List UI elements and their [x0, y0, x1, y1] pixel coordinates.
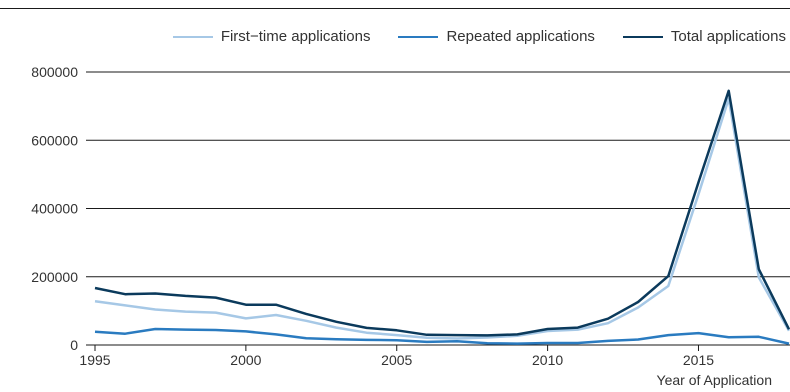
- series-lines: [94, 89, 790, 345]
- legend-label-total: Total applications: [670, 28, 786, 45]
- y-tick-label: 400000: [31, 201, 78, 217]
- x-tick-label: 2010: [532, 352, 563, 368]
- legend-item-repeated: Repeated applications: [398, 28, 595, 45]
- series-line: [94, 97, 790, 340]
- gridlines: [86, 71, 790, 346]
- legend-label-first-time: First−time applications: [220, 28, 371, 45]
- y-tick-label: 200000: [31, 269, 78, 285]
- series-line: [94, 89, 790, 337]
- legend-swatch-repeated: [398, 35, 439, 38]
- x-tick-label: 2015: [683, 352, 714, 368]
- y-tick-label: 0: [70, 337, 78, 353]
- y-tick-label: 600000: [31, 132, 78, 148]
- top-rule: [0, 8, 790, 9]
- x-tick-label: 2000: [230, 352, 261, 368]
- legend: First−time applications Repeated applica…: [172, 28, 786, 45]
- x-axis-title: Year of Application: [657, 372, 772, 388]
- y-axis-ticks: 0 200000 400000 600000 800000: [31, 64, 78, 353]
- y-tick-label: 800000: [31, 64, 78, 80]
- legend-label-repeated: Repeated applications: [446, 28, 595, 45]
- series-line: [94, 327, 790, 345]
- legend-swatch-first-time: [172, 35, 213, 38]
- x-tick-label: 1995: [79, 352, 110, 368]
- x-tick-label: 2005: [381, 352, 412, 368]
- legend-swatch-total: [622, 35, 663, 38]
- x-axis-ticks: 1995 2000 2005 2010 2015: [79, 345, 714, 368]
- legend-item-first-time: First−time applications: [172, 28, 371, 45]
- legend-item-total: Total applications: [622, 28, 786, 45]
